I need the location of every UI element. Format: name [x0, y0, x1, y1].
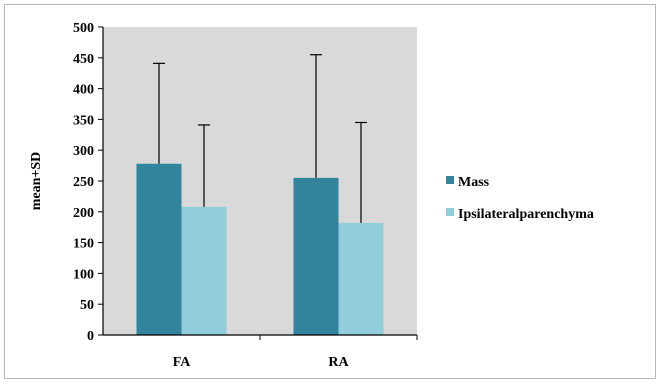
- bar-ipsilateralparenchyma-ra: [338, 222, 384, 335]
- legend-swatch-mass: [446, 176, 454, 184]
- x-category-label: FA: [173, 355, 192, 370]
- y-tick-label: 350: [73, 113, 94, 128]
- bar-ipsilateralparenchyma-fa: [181, 206, 227, 335]
- legend-label-mass: Mass: [458, 175, 490, 190]
- y-tick-label: 300: [73, 144, 94, 159]
- legend-swatch-ipsilateralparenchyma: [446, 208, 454, 216]
- y-tick-label: 200: [73, 206, 94, 221]
- bar-mass-ra: [293, 177, 339, 335]
- x-category-label: RA: [328, 355, 349, 370]
- y-tick-label: 100: [73, 267, 94, 282]
- y-tick-label: 0: [87, 329, 94, 344]
- bar-mass-fa: [136, 163, 182, 335]
- y-tick-label: 400: [73, 83, 94, 98]
- x-label-group: FA RA: [173, 355, 350, 370]
- y-tick-label: 150: [73, 237, 94, 252]
- y-tick-label: 250: [73, 175, 94, 190]
- y-tick-group: 0 50 100 150 200 250 300 350 400 450 500: [73, 21, 103, 344]
- y-tick-label: 50: [80, 298, 94, 313]
- bars-group: [136, 163, 384, 335]
- legend: Mass Ipsilateralparenchyma: [446, 175, 594, 222]
- y-tick-label: 500: [73, 21, 94, 36]
- legend-label-ipsilateralparenchyma: Ipsilateralparenchyma: [458, 207, 594, 222]
- y-axis-title: mean+SD: [29, 152, 44, 211]
- y-tick-label: 450: [73, 52, 94, 67]
- error-bars-group: [153, 54, 367, 223]
